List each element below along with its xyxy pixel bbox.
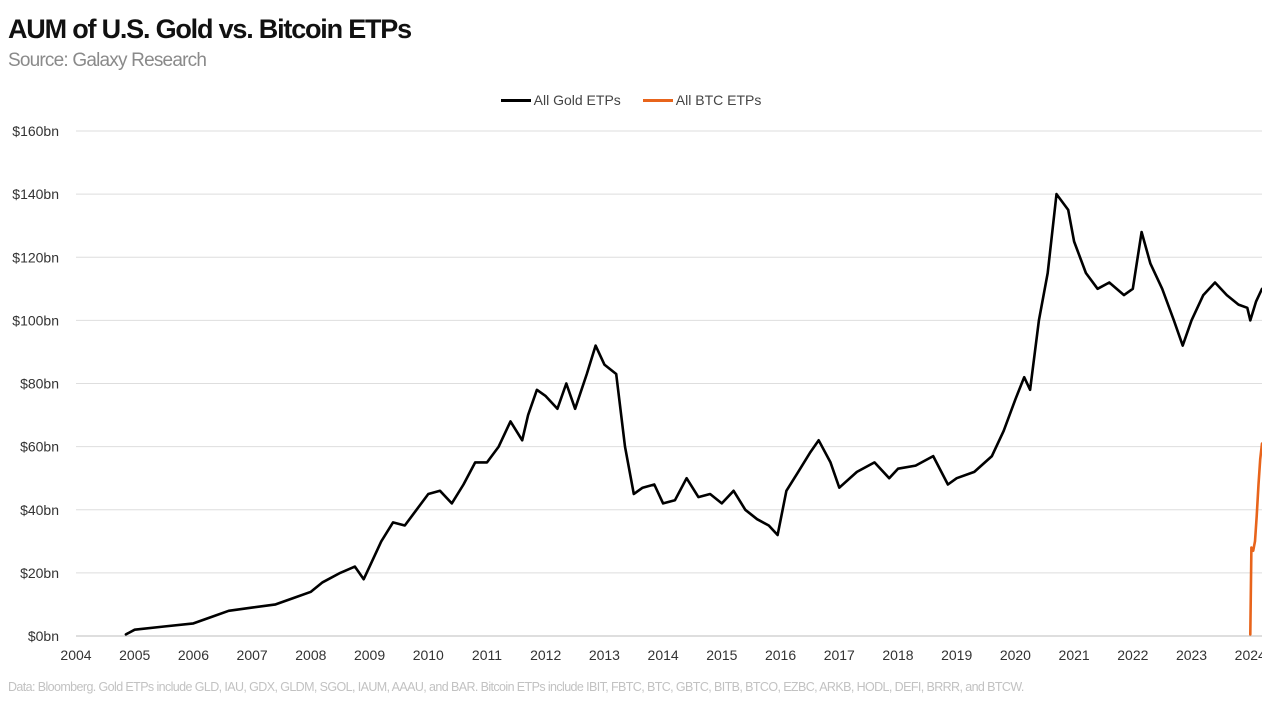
y-tick-label: $120bn xyxy=(12,249,59,265)
x-tick-label: 2016 xyxy=(765,647,796,663)
x-tick-label: 2014 xyxy=(648,647,679,663)
y-tick-label: $140bn xyxy=(12,186,59,202)
x-tick-label: 2021 xyxy=(1059,647,1090,663)
x-tick-label: 2022 xyxy=(1117,647,1148,663)
x-tick-label: 2013 xyxy=(589,647,620,663)
y-tick-label: $100bn xyxy=(12,312,59,328)
y-tick-label: $160bn xyxy=(12,123,59,139)
y-tick-label: $60bn xyxy=(20,439,59,455)
x-tick-label: 2023 xyxy=(1176,647,1207,663)
chart-title: AUM of U.S. Gold vs. Bitcoin ETPs xyxy=(8,14,412,44)
x-tick-label: 2019 xyxy=(941,647,972,663)
x-tick-label: 2005 xyxy=(119,647,150,663)
y-tick-label: $80bn xyxy=(20,376,59,392)
legend-swatch-gold xyxy=(500,98,531,102)
x-tick-label: 2004 xyxy=(60,647,91,663)
x-tick-label: 2009 xyxy=(354,647,385,663)
x-tick-label: 2006 xyxy=(178,647,209,663)
x-tick-label: 2008 xyxy=(295,647,326,663)
y-tick-label: $40bn xyxy=(20,502,59,518)
x-tick-label: 2010 xyxy=(413,647,444,663)
legend-item-btc[interactable]: All BTC ETPs xyxy=(642,92,762,108)
legend-label-gold: All Gold ETPs xyxy=(533,92,621,108)
footnote: Data: Bloomberg. Gold ETPs include GLD, … xyxy=(8,680,1024,694)
series-line-btc xyxy=(1249,442,1262,636)
x-tick-label: 2024 xyxy=(1235,647,1262,663)
legend-label-btc: All BTC ETPs xyxy=(675,92,762,108)
legend-swatch-btc xyxy=(642,98,673,102)
series-line-gold xyxy=(124,192,1262,636)
legend-item-gold[interactable]: All Gold ETPs xyxy=(500,92,621,108)
x-tick-label: 2012 xyxy=(530,647,561,663)
x-tick-label: 2015 xyxy=(706,647,737,663)
x-tick-label: 2018 xyxy=(882,647,913,663)
x-tick-label: 2017 xyxy=(824,647,855,663)
x-tick-label: 2007 xyxy=(237,647,268,663)
y-tick-label: $0bn xyxy=(28,628,59,644)
x-tick-label: 2011 xyxy=(472,647,502,663)
chart-subtitle: Source: Galaxy Research xyxy=(8,50,207,71)
legend: All Gold ETPs All BTC ETPs xyxy=(0,92,1262,108)
y-tick-label: $20bn xyxy=(20,565,59,581)
x-tick-label: 2020 xyxy=(1000,647,1031,663)
